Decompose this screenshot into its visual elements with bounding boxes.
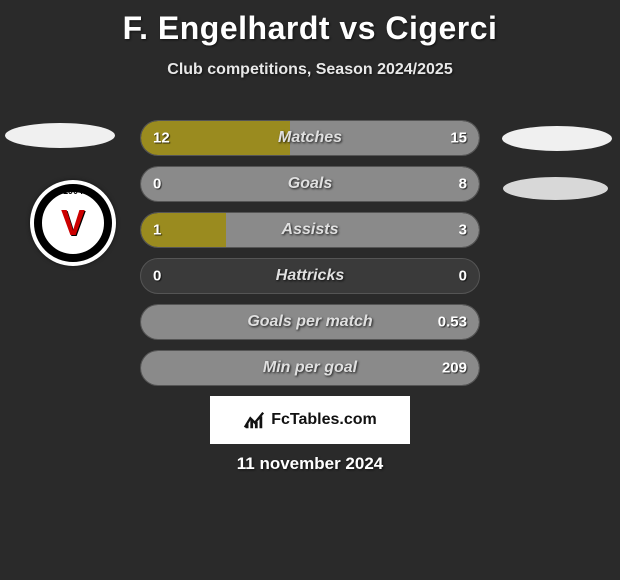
stat-value-right: 8 (459, 176, 467, 193)
badge-year: 1904 (63, 186, 83, 196)
stat-label: Min per goal (263, 359, 357, 377)
stat-label: Goals per match (247, 313, 372, 331)
stat-row: 1 3 Assists (140, 212, 480, 248)
stat-label: Assists (282, 221, 339, 239)
stat-value-right: 0.53 (438, 314, 467, 331)
player-right-placeholder-1 (502, 126, 612, 151)
player-right-placeholder-2 (503, 177, 608, 200)
date-line: 11 november 2024 (237, 454, 383, 474)
stat-value-left: 0 (153, 268, 161, 285)
stat-value-right: 0 (459, 268, 467, 285)
stat-row: 0.53 Goals per match (140, 304, 480, 340)
stat-row: 0 0 Hattricks (140, 258, 480, 294)
page-title: F. Engelhardt vs Cigerci (0, 0, 620, 47)
stat-value-right: 3 (459, 222, 467, 239)
stat-label: Goals (288, 175, 332, 193)
stats-chart: 12 15 Matches 0 8 Goals 1 3 Assists 0 0 Hattricks 0.… (140, 120, 480, 396)
stat-row: 209 Min per goal (140, 350, 480, 386)
club-badge: 1904 V (30, 180, 116, 266)
stat-value-left: 1 (153, 222, 161, 239)
brand-icon (243, 409, 265, 431)
badge-letter: V (61, 205, 85, 241)
stat-label: Matches (278, 129, 342, 147)
stat-value-left: 0 (153, 176, 161, 193)
player-left-placeholder (5, 123, 115, 148)
brand-box: FcTables.com (210, 396, 410, 444)
brand-text: FcTables.com (271, 411, 377, 429)
stat-value-left: 12 (153, 130, 170, 147)
stat-row: 0 8 Goals (140, 166, 480, 202)
stat-label: Hattricks (276, 267, 344, 285)
subtitle: Club competitions, Season 2024/2025 (0, 61, 620, 79)
stat-row: 12 15 Matches (140, 120, 480, 156)
bar-right (226, 213, 480, 247)
stat-value-right: 15 (450, 130, 467, 147)
stat-value-right: 209 (442, 360, 467, 377)
